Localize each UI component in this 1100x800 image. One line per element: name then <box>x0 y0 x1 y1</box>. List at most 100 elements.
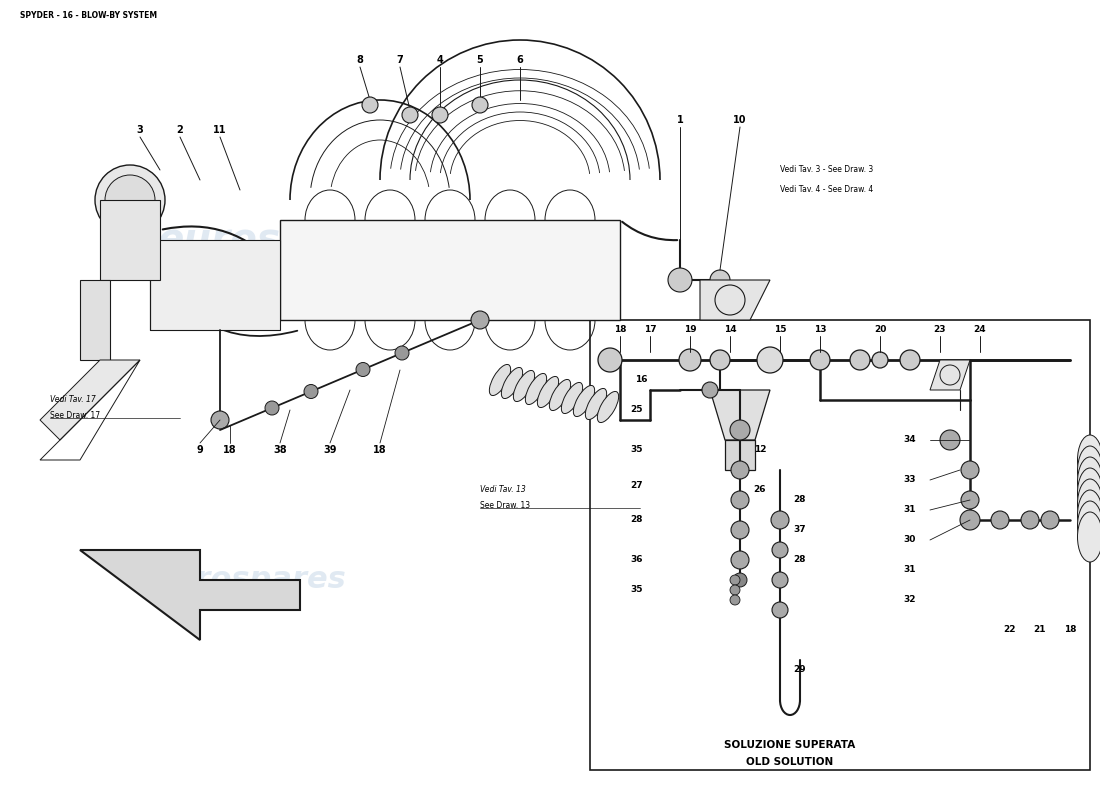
Circle shape <box>757 347 783 373</box>
Circle shape <box>961 491 979 509</box>
Text: 10: 10 <box>734 115 747 125</box>
Circle shape <box>960 510 980 530</box>
Ellipse shape <box>526 374 547 405</box>
Circle shape <box>679 349 701 371</box>
Circle shape <box>810 350 830 370</box>
Circle shape <box>730 595 740 605</box>
Text: 8: 8 <box>356 55 363 65</box>
Text: 18: 18 <box>1064 626 1076 634</box>
Circle shape <box>772 572 788 588</box>
Text: 26: 26 <box>754 486 767 494</box>
Circle shape <box>471 311 490 329</box>
Ellipse shape <box>514 370 535 402</box>
Text: OLD SOLUTION: OLD SOLUTION <box>747 757 834 767</box>
Text: 39: 39 <box>323 445 337 455</box>
Ellipse shape <box>1078 512 1100 562</box>
Circle shape <box>304 385 318 398</box>
Circle shape <box>732 551 749 569</box>
Polygon shape <box>710 390 770 440</box>
Text: Vedi Tav. 13: Vedi Tav. 13 <box>480 486 526 494</box>
Text: Vedi Tav. 3 - See Draw. 3: Vedi Tav. 3 - See Draw. 3 <box>780 166 873 174</box>
Ellipse shape <box>502 367 522 398</box>
Circle shape <box>732 461 749 479</box>
Ellipse shape <box>1078 435 1100 485</box>
Text: 36: 36 <box>630 555 642 565</box>
Text: 30: 30 <box>904 535 916 545</box>
Text: 35: 35 <box>630 446 642 454</box>
Text: 23: 23 <box>934 326 946 334</box>
Circle shape <box>772 602 788 618</box>
Text: 12: 12 <box>754 446 767 454</box>
Circle shape <box>730 585 740 595</box>
Text: 21: 21 <box>1034 626 1046 634</box>
Ellipse shape <box>1078 446 1100 496</box>
Circle shape <box>900 350 920 370</box>
Circle shape <box>1021 511 1040 529</box>
Text: 33: 33 <box>904 475 916 485</box>
Circle shape <box>472 97 488 113</box>
Text: 27: 27 <box>630 481 642 490</box>
Text: See Draw. 13: See Draw. 13 <box>480 501 530 510</box>
Text: 11: 11 <box>213 125 227 135</box>
Circle shape <box>730 575 740 585</box>
Text: 34: 34 <box>904 435 916 445</box>
Circle shape <box>402 107 418 123</box>
Text: 31: 31 <box>904 506 916 514</box>
Text: 28: 28 <box>794 495 806 505</box>
FancyBboxPatch shape <box>590 320 1090 770</box>
Text: eurospares: eurospares <box>154 566 346 594</box>
Text: 16: 16 <box>635 375 648 385</box>
Polygon shape <box>725 440 755 470</box>
Text: 5: 5 <box>476 55 483 65</box>
Text: 4: 4 <box>437 55 443 65</box>
Text: Vedi Tav. 17: Vedi Tav. 17 <box>50 395 96 405</box>
Circle shape <box>710 270 730 290</box>
Polygon shape <box>40 360 140 440</box>
Circle shape <box>702 382 718 398</box>
Text: 31: 31 <box>904 566 916 574</box>
Circle shape <box>733 573 747 587</box>
Ellipse shape <box>561 382 583 414</box>
Text: 3: 3 <box>136 125 143 135</box>
Text: Vedi Tav. 4 - See Draw. 4: Vedi Tav. 4 - See Draw. 4 <box>780 186 873 194</box>
Polygon shape <box>930 360 970 390</box>
Circle shape <box>771 511 789 529</box>
Text: 9: 9 <box>197 445 204 455</box>
Text: See Draw. 17: See Draw. 17 <box>50 410 100 419</box>
Text: 1: 1 <box>676 115 683 125</box>
Circle shape <box>211 411 229 429</box>
Circle shape <box>732 521 749 539</box>
Circle shape <box>356 362 370 377</box>
Text: eurospares: eurospares <box>157 221 403 259</box>
Ellipse shape <box>1078 501 1100 551</box>
Ellipse shape <box>597 391 618 422</box>
Text: 28: 28 <box>630 515 642 525</box>
Circle shape <box>850 350 870 370</box>
Text: 18: 18 <box>223 445 236 455</box>
Ellipse shape <box>549 379 571 410</box>
Text: 22: 22 <box>1003 626 1016 634</box>
Text: 18: 18 <box>373 445 387 455</box>
Polygon shape <box>80 280 110 360</box>
Text: 17: 17 <box>644 326 657 334</box>
Text: 19: 19 <box>684 326 696 334</box>
Ellipse shape <box>585 389 606 419</box>
Circle shape <box>432 107 448 123</box>
Text: 14: 14 <box>724 326 736 334</box>
Text: 20: 20 <box>873 326 887 334</box>
Text: 2: 2 <box>177 125 184 135</box>
Text: 28: 28 <box>794 555 806 565</box>
Circle shape <box>598 348 622 372</box>
Ellipse shape <box>1078 468 1100 518</box>
Text: 18: 18 <box>614 326 626 334</box>
Circle shape <box>395 346 409 360</box>
Polygon shape <box>80 550 300 640</box>
Ellipse shape <box>1078 457 1100 507</box>
Text: 35: 35 <box>630 586 642 594</box>
Circle shape <box>104 175 155 225</box>
Circle shape <box>732 491 749 509</box>
Text: 25: 25 <box>630 406 642 414</box>
Circle shape <box>710 350 730 370</box>
Circle shape <box>362 97 378 113</box>
Circle shape <box>668 268 692 292</box>
